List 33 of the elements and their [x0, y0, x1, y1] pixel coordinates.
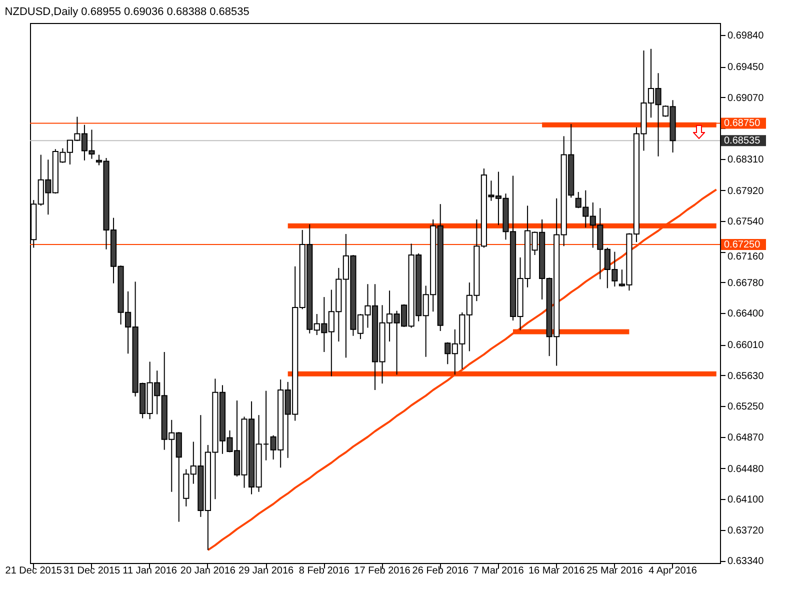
y-tick-label: 0.69450	[728, 62, 764, 74]
x-tick-label: 8 Feb 2016	[298, 566, 350, 576]
y-tick-label: 0.69070	[728, 92, 764, 104]
y-tick-label: 0.69840	[728, 30, 764, 42]
ref-line-label: 0.68750	[724, 118, 761, 130]
y-tick-label: 0.63340	[728, 556, 764, 568]
y-tick-label: 0.67160	[728, 251, 764, 262]
y-tick-label: 0.66010	[728, 340, 764, 352]
y-tick-label: 0.67540	[728, 216, 764, 228]
y-tick-label: 0.66780	[728, 278, 764, 289]
y-tick-label: 0.66400	[728, 308, 764, 320]
y-tick-label: 0.67920	[728, 186, 764, 197]
y-tick-label: 0.68310	[728, 154, 764, 166]
x-tick-label: 17 Feb 2016	[354, 566, 411, 576]
x-tick-label: 29 Jan 2016	[238, 566, 294, 576]
y-tick-label: 0.65630	[728, 370, 764, 382]
y-tick-label: 0.65250	[728, 402, 764, 413]
x-tick-label: 11 Jan 2016	[122, 566, 178, 576]
ref-line-label: 0.68535	[724, 136, 761, 147]
ref-line-label: 0.67250	[724, 239, 761, 250]
y-tick-label: 0.63720	[728, 525, 764, 536]
y-tick-label: 0.64100	[728, 494, 764, 506]
x-tick-label: 4 Apr 2016	[648, 566, 698, 576]
x-tick-label: 25 Mar 2016	[586, 566, 644, 576]
x-tick-label: 26 Feb 2016	[412, 566, 469, 576]
y-tick-label: 0.64870	[728, 432, 764, 444]
x-tick-label: 20 Jan 2016	[180, 566, 236, 576]
y-tick-label: 0.64480	[728, 464, 764, 475]
x-tick-label: 7 Mar 2016	[473, 566, 524, 576]
x-tick-label: 16 Mar 2016	[528, 566, 586, 576]
x-tick-label: 31 Dec 2015	[63, 566, 121, 576]
chart-title: NZDUSD,Daily 0.68955 0.69036 0.68388 0.68535	[4, 6, 250, 18]
x-tick-label: 21 Dec 2015	[5, 566, 62, 576]
